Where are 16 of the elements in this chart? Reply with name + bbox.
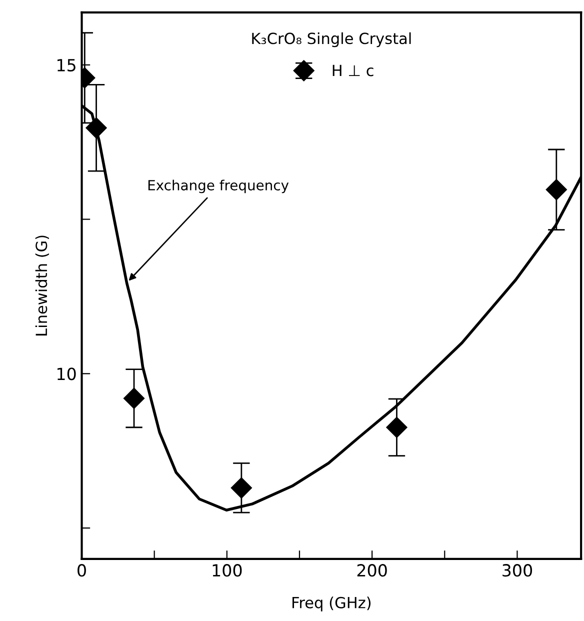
- y-tick-label: 15: [58, 59, 76, 72]
- annotation: Exchange frequency: [148, 180, 289, 194]
- point: [124, 388, 145, 409]
- x-tick-label: 100: [212, 564, 242, 577]
- point: [230, 477, 252, 498]
- x-tick-label: 200: [357, 564, 387, 577]
- text: K₃CrO₈ Single Crystal: [252, 32, 411, 48]
- point: [386, 416, 408, 438]
- x-tick-label: 0: [78, 564, 86, 577]
- point: [86, 117, 107, 138]
- y-tick-label: 10: [58, 368, 76, 380]
- y-axis-title: Linewidth (G): [35, 236, 49, 336]
- legend-label: H ⊥ c: [332, 64, 374, 76]
- point: [546, 179, 567, 200]
- x-tick-label: 300: [502, 564, 532, 577]
- x-axis-title: Freq (GHz): [292, 596, 371, 612]
